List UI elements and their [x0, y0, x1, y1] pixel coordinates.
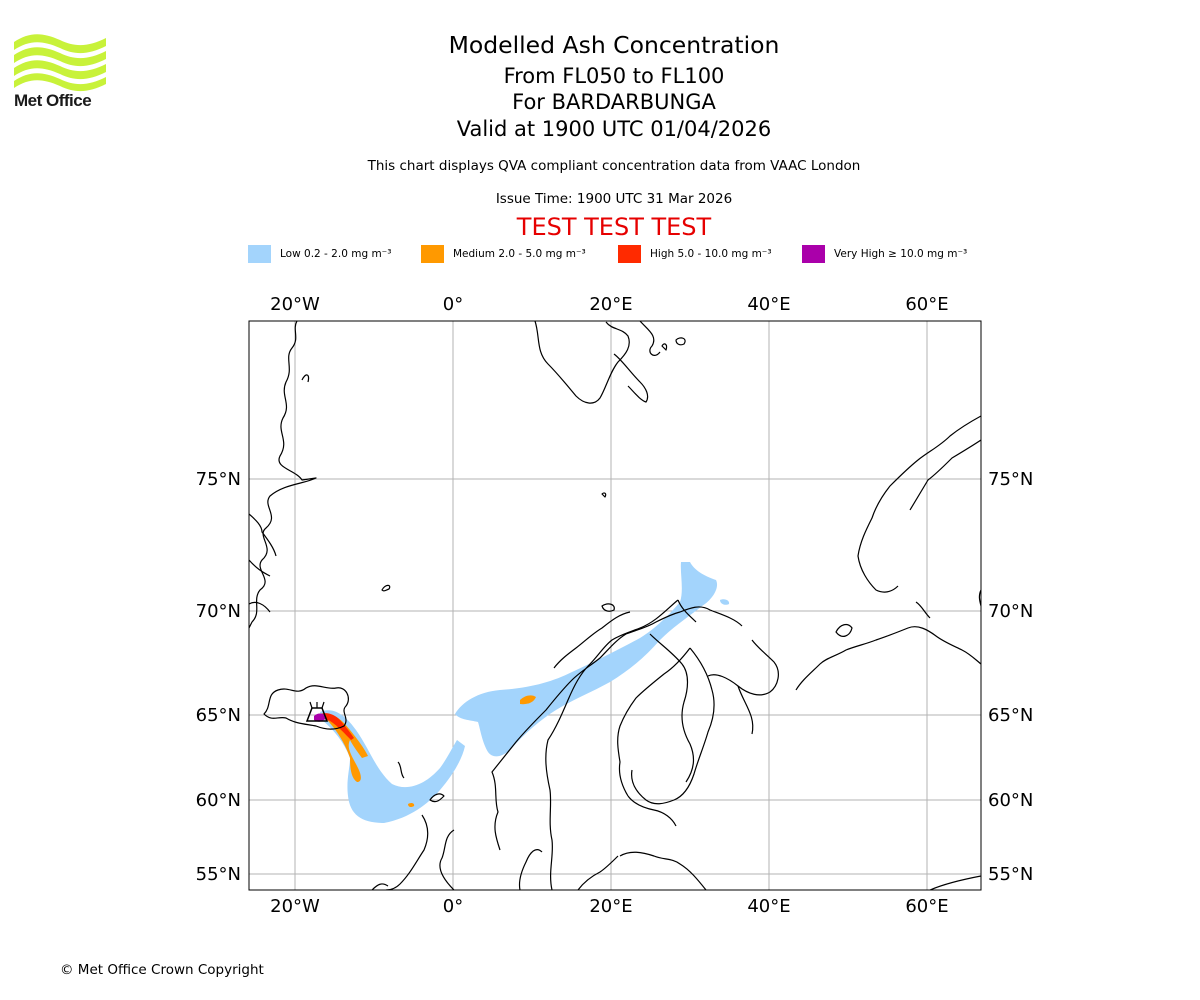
ash-very-high-region	[314, 713, 326, 722]
legend-item-low: Low 0.2 - 2.0 mg m⁻³	[248, 244, 391, 264]
issue-time: Issue Time: 1900 UTC 31 Mar 2026	[495, 191, 733, 207]
legend-label-low: Low 0.2 - 2.0 mg m⁻³	[280, 248, 392, 260]
lon-tick-labels-top: 20°W 0° 20°E 40°E 60°E	[270, 294, 948, 315]
volcano-name: For BARDARBUNGA	[512, 90, 716, 114]
lon-tick-bottom-60e: 60°E	[905, 896, 948, 917]
lat-tick-right-65n: 65°N	[988, 705, 1033, 726]
legend-label-very-high: Very High ≥ 10.0 mg m⁻³	[834, 248, 968, 260]
legend-item-medium: Medium 2.0 - 5.0 mg m⁻³	[421, 244, 586, 264]
legend-swatch-low	[248, 245, 271, 263]
legend-item-high: High 5.0 - 10.0 mg m⁻³	[618, 244, 772, 264]
lat-tick-right-70n: 70°N	[988, 601, 1033, 622]
lat-tick-labels-left: 75°N 70°N 65°N 60°N 55°N	[196, 469, 241, 885]
flight-level-range: From FL050 to FL100	[503, 64, 725, 88]
lon-tick-bottom-20w: 20°W	[270, 896, 320, 917]
met-office-logo	[14, 34, 106, 92]
map-frame	[248, 320, 982, 891]
lon-tick-top-20w: 20°W	[270, 294, 320, 315]
lon-tick-labels-bottom: 20°W 0° 20°E 40°E 60°E	[270, 896, 948, 917]
test-banner: TEST TEST TEST	[516, 213, 712, 241]
legend-item-very-high: Very High ≥ 10.0 mg m⁻³	[802, 244, 967, 264]
lat-tick-left-75n: 75°N	[196, 469, 241, 490]
legend-label-medium: Medium 2.0 - 5.0 mg m⁻³	[453, 248, 586, 260]
lat-tick-right-55n: 55°N	[988, 864, 1033, 885]
lat-tick-labels-right: 75°N 70°N 65°N 60°N 55°N	[988, 469, 1033, 885]
lon-tick-bottom-0: 0°	[443, 896, 463, 917]
lat-tick-left-55n: 55°N	[196, 864, 241, 885]
compliance-note: This chart displays QVA compliant concen…	[367, 158, 861, 174]
lon-tick-top-40e: 40°E	[747, 294, 790, 315]
lat-tick-right-60n: 60°N	[988, 790, 1033, 811]
valid-time: Valid at 1900 UTC 01/04/2026	[456, 117, 772, 141]
legend-label-high: High 5.0 - 10.0 mg m⁻³	[650, 248, 772, 260]
ash-low-region	[320, 562, 730, 823]
volcano-marker	[305, 701, 329, 722]
lat-tick-left-65n: 65°N	[196, 705, 241, 726]
lon-tick-top-20e: 20°E	[589, 294, 632, 315]
copyright-notice: © Met Office Crown Copyright	[60, 962, 264, 978]
lat-tick-left-60n: 60°N	[196, 790, 241, 811]
met-office-wordmark: Met Office	[14, 91, 92, 110]
chart-title: Modelled Ash Concentration	[448, 31, 780, 59]
lon-tick-top-0: 0°	[443, 294, 463, 315]
coastlines	[249, 321, 981, 890]
lat-tick-left-70n: 70°N	[196, 601, 241, 622]
legend-swatch-high	[618, 245, 641, 263]
lon-tick-bottom-20e: 20°E	[589, 896, 632, 917]
gridlines	[249, 321, 981, 890]
legend-swatch-very-high	[802, 245, 825, 263]
lat-tick-right-75n: 75°N	[988, 469, 1033, 490]
legend-swatch-medium	[421, 245, 444, 263]
lon-tick-top-60e: 60°E	[905, 294, 948, 315]
lon-tick-bottom-40e: 40°E	[747, 896, 790, 917]
